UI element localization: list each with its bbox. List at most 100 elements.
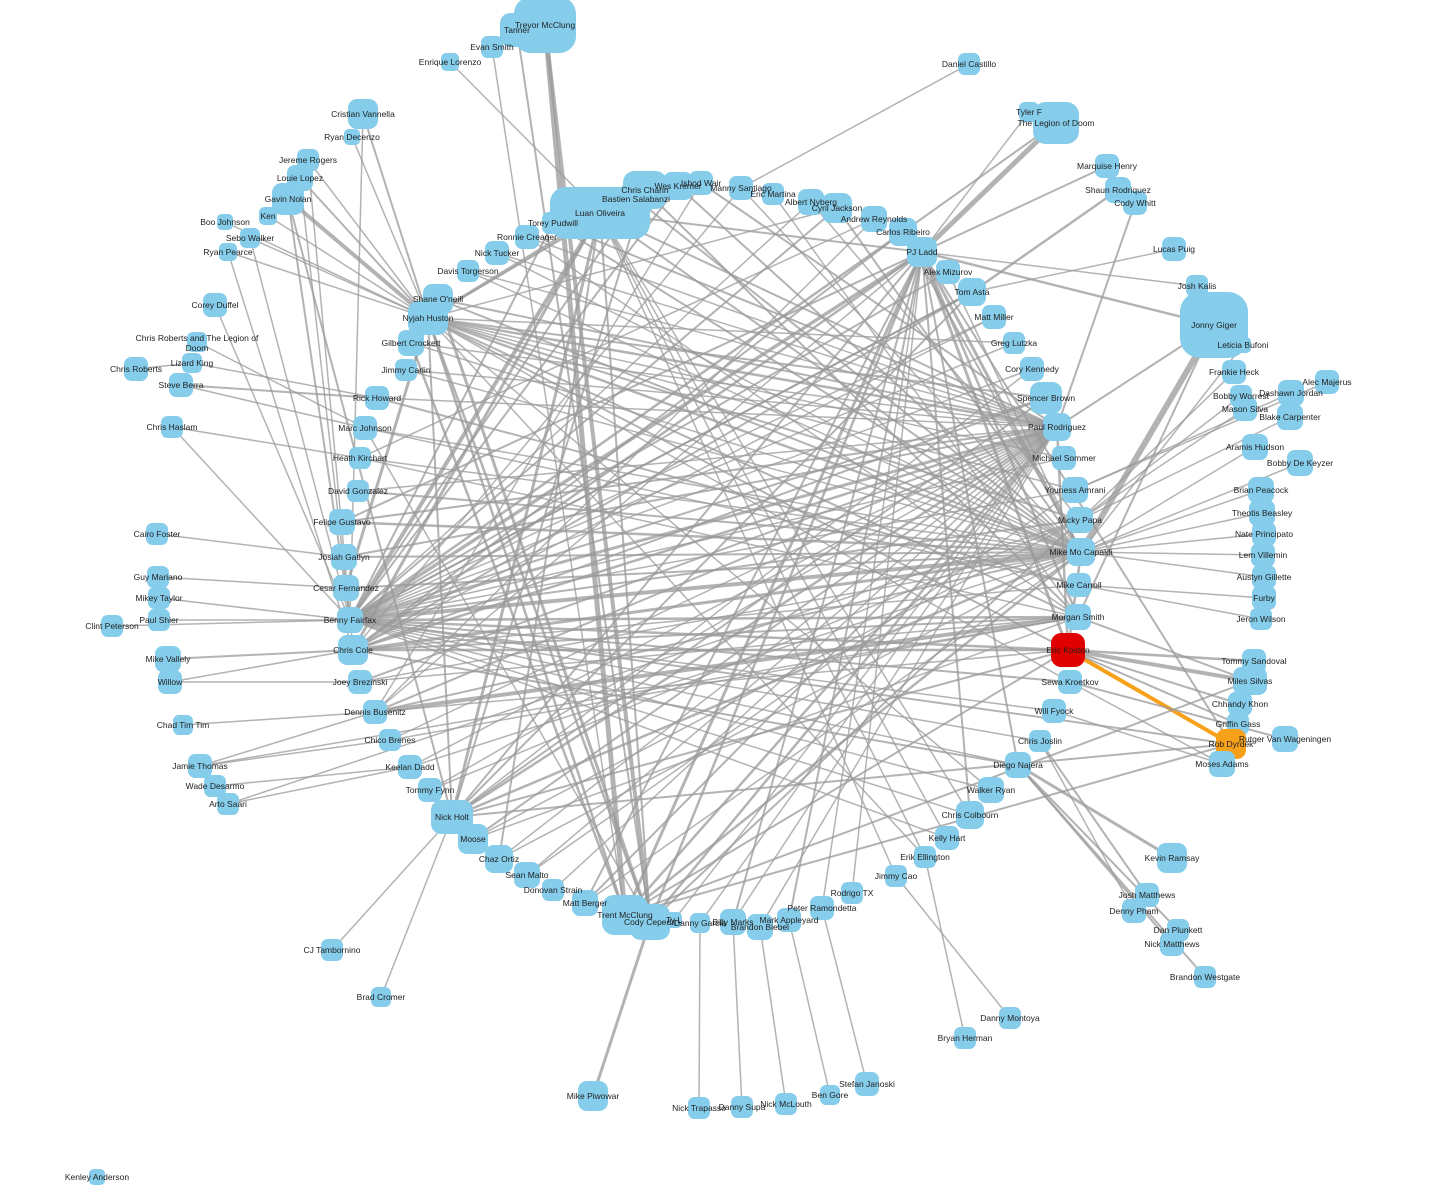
graph-node-ryan-pearce[interactable] [219,243,237,261]
graph-node-aramis-hudson[interactable] [1242,434,1268,460]
graph-node-moses-adams[interactable] [1209,751,1235,777]
graph-node-pj-ladd[interactable] [907,237,937,267]
graph-node-chris-roberts[interactable] [124,357,148,381]
graph-node-sewa-kroetkov[interactable] [1058,670,1082,694]
graph-node-felipe-gustavo[interactable] [329,509,355,535]
graph-node-jeron-wilson[interactable] [1250,608,1272,630]
graph-node-gilbert-crockett[interactable] [398,330,424,356]
graph-node-marquise-henry[interactable] [1095,154,1119,178]
graph-node-kelly-hart[interactable] [935,826,959,850]
graph-node-paul-shier[interactable] [148,609,170,631]
graph-node-moose[interactable] [458,824,488,854]
graph-node-nate-principato[interactable] [1252,522,1276,546]
graph-node-chico-brenes[interactable] [379,729,401,751]
graph-node-tommy-fynn[interactable] [418,778,442,802]
graph-node-mike-mo-capaldi[interactable] [1067,538,1095,566]
graph-node-albert-nyberg[interactable] [798,189,824,215]
graph-node-cj-tambornino[interactable] [321,939,343,961]
graph-node-nick-mclouth[interactable] [775,1093,797,1115]
graph-node-lem-villemin[interactable] [1251,543,1275,567]
graph-node-chris-haslam[interactable] [161,416,183,438]
graph-node-ishod-wair[interactable] [689,171,713,195]
graph-node-peter-ramondetta[interactable] [810,896,834,920]
graph-node-jimmy-carlin[interactable] [395,359,417,381]
graph-node-wes-kremer[interactable] [663,172,693,200]
graph-node-mason-silva[interactable] [1233,397,1257,421]
graph-node-carlos-ribeiro[interactable] [889,218,917,246]
graph-node-nyjah-huston[interactable] [408,301,448,335]
graph-node-chris-joslin[interactable] [1029,730,1051,752]
graph-node-marc-johnson[interactable] [353,416,377,440]
graph-node-kenley-anderson[interactable] [89,1169,105,1185]
graph-node-manny-santiago[interactable] [729,176,753,200]
graph-node-paul-rodriguez[interactable] [1043,413,1071,441]
graph-node-cristian-vannella[interactable] [348,99,378,129]
graph-node-lizard-king[interactable] [182,353,202,373]
graph-node-rodrigo-tx[interactable] [841,882,863,904]
graph-node-matt-miller[interactable] [982,305,1006,329]
graph-node-diego-najera[interactable] [1005,752,1031,778]
graph-node-theotis-beasley[interactable] [1249,500,1275,526]
graph-node-youness-amrani[interactable] [1062,477,1088,503]
graph-node-enrique-lorenzo[interactable] [441,53,459,71]
graph-node-michael-sommer[interactable] [1052,446,1076,470]
graph-node-tanner[interactable] [500,13,534,47]
graph-node-dennis-busenitz[interactable] [363,700,387,724]
graph-node-erik-ellington[interactable] [914,846,936,868]
graph-node-morgan-smith[interactable] [1065,604,1091,630]
graph-node-the-legion-of-doom[interactable] [1033,102,1079,144]
graph-node-josh-kalis[interactable] [1186,275,1208,297]
graph-node-kevin-ramsay[interactable] [1157,843,1187,873]
graph-node-eric-martina[interactable] [762,183,784,205]
graph-node-benny-fairfax[interactable] [337,607,363,633]
graph-node-clint-peterson[interactable] [101,615,123,637]
graph-node-steve-berra[interactable] [169,373,193,397]
graph-node-cairo-foster[interactable] [146,523,168,545]
graph-node-mark-appleyard[interactable] [777,908,801,932]
graph-node-micky-papa[interactable] [1067,507,1093,533]
graph-node-will-fyock[interactable] [1042,699,1066,723]
graph-node-keelan-dadd[interactable] [398,755,422,779]
graph-node-chaz-ortiz[interactable] [485,845,513,873]
graph-node-blake-carpenter[interactable] [1277,404,1303,430]
graph-node-evan-smith[interactable] [481,36,503,58]
graph-node-cody-whitt[interactable] [1123,191,1147,215]
graph-node-gavin-nolan[interactable] [272,183,304,215]
graph-node-furby[interactable] [1252,586,1276,610]
graph-node-jimmy-cao[interactable] [885,865,907,887]
graph-node-donovan-strain[interactable] [542,879,564,901]
graph-node-austyn-gillette[interactable] [1252,565,1276,589]
graph-node-chhandy-khon[interactable] [1228,692,1252,716]
graph-node-cesar-fernandez[interactable] [333,575,359,601]
graph-node-danny-supa[interactable] [731,1096,753,1118]
graph-node-chris-roberts-and-the-legion-of[interactable] [187,332,207,352]
graph-node-rutger-van-wageningen[interactable] [1272,726,1298,752]
graph-node-david-gonzalez[interactable] [347,480,369,502]
graph-node-brad-cromer[interactable] [371,987,391,1007]
graph-node-nick-matthews[interactable] [1160,932,1184,956]
graph-node-willow[interactable] [158,670,182,694]
graph-node-frankie-heck[interactable] [1222,360,1246,384]
graph-node-wade-desarmo[interactable] [204,775,226,797]
graph-node-mike-carroll[interactable] [1067,573,1091,597]
graph-node-cory-kennedy[interactable] [1020,357,1044,381]
graph-node-chris-colbourn[interactable] [956,801,984,829]
graph-node-chris-chann[interactable] [623,171,667,209]
graph-node-tom-asta[interactable] [958,278,986,306]
graph-node-arto-saari[interactable] [217,793,239,815]
graph-node-ty-l[interactable] [666,912,682,928]
graph-node-torey-pudwill[interactable] [542,212,564,234]
graph-node-boo-johnson[interactable] [217,214,233,230]
graph-node-alec-majerus[interactable] [1315,370,1339,394]
graph-node-greg-lutzka[interactable] [1003,332,1025,354]
graph-node-nick-trapasso[interactable] [688,1097,710,1119]
graph-node-matt-berger[interactable] [572,890,598,916]
graph-node-ryan-decenzo[interactable] [344,129,360,145]
graph-node-chris-cole[interactable] [338,635,368,665]
graph-node-guy-mariano[interactable] [147,566,169,588]
graph-node-mikey-taylor[interactable] [148,587,170,609]
graph-node-davis-torgerson[interactable] [457,260,479,282]
graph-node-nick-tucker[interactable] [485,241,509,265]
graph-node-jamie-thomas[interactable] [188,754,212,778]
graph-node-corey-duffel[interactable] [203,293,227,317]
